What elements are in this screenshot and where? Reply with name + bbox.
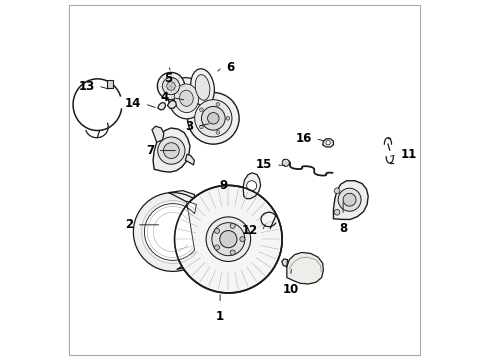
Circle shape (246, 181, 256, 191)
Polygon shape (144, 201, 196, 260)
Circle shape (333, 210, 339, 215)
Ellipse shape (179, 90, 193, 106)
Circle shape (216, 103, 219, 106)
Text: 12: 12 (242, 224, 258, 238)
Circle shape (343, 193, 355, 206)
Circle shape (199, 125, 203, 129)
Circle shape (216, 131, 219, 134)
Circle shape (325, 140, 329, 145)
Polygon shape (153, 128, 190, 172)
Text: 7: 7 (146, 144, 154, 157)
Circle shape (157, 72, 184, 100)
Circle shape (211, 223, 244, 256)
Ellipse shape (190, 69, 214, 106)
Circle shape (205, 217, 250, 261)
Circle shape (174, 185, 282, 293)
Polygon shape (243, 173, 260, 199)
Circle shape (187, 93, 239, 144)
Text: 4: 4 (160, 91, 168, 104)
Circle shape (214, 245, 219, 250)
Text: 9: 9 (219, 179, 227, 192)
Polygon shape (152, 126, 163, 142)
Circle shape (194, 100, 231, 137)
Polygon shape (281, 259, 287, 267)
Polygon shape (333, 181, 367, 220)
Polygon shape (322, 139, 333, 147)
Circle shape (207, 113, 219, 124)
Circle shape (214, 228, 219, 233)
Circle shape (337, 188, 360, 211)
Text: 13: 13 (78, 80, 94, 93)
Circle shape (201, 107, 224, 130)
Ellipse shape (195, 75, 209, 100)
Text: 1: 1 (216, 310, 224, 323)
Circle shape (199, 108, 203, 112)
Circle shape (163, 143, 179, 158)
Polygon shape (185, 154, 194, 165)
Text: 2: 2 (125, 218, 133, 231)
Circle shape (333, 188, 339, 194)
Circle shape (230, 250, 235, 255)
Ellipse shape (168, 78, 204, 119)
Circle shape (240, 237, 244, 242)
Circle shape (166, 82, 175, 90)
Text: 10: 10 (282, 283, 298, 296)
Polygon shape (158, 103, 165, 110)
Text: 3: 3 (185, 120, 193, 133)
FancyBboxPatch shape (106, 80, 113, 88)
Polygon shape (286, 252, 323, 284)
Polygon shape (133, 190, 206, 271)
Text: 14: 14 (124, 98, 141, 111)
Text: 8: 8 (338, 222, 346, 235)
Polygon shape (167, 100, 176, 108)
Text: 6: 6 (225, 60, 234, 73)
Circle shape (226, 117, 229, 120)
Text: 11: 11 (400, 148, 416, 161)
Circle shape (158, 137, 184, 164)
Text: 16: 16 (295, 132, 311, 145)
Circle shape (230, 223, 235, 228)
Ellipse shape (174, 84, 198, 113)
Text: 5: 5 (164, 72, 172, 85)
Circle shape (162, 77, 179, 95)
Circle shape (219, 230, 237, 248)
Text: 15: 15 (256, 158, 272, 171)
Circle shape (282, 159, 289, 166)
